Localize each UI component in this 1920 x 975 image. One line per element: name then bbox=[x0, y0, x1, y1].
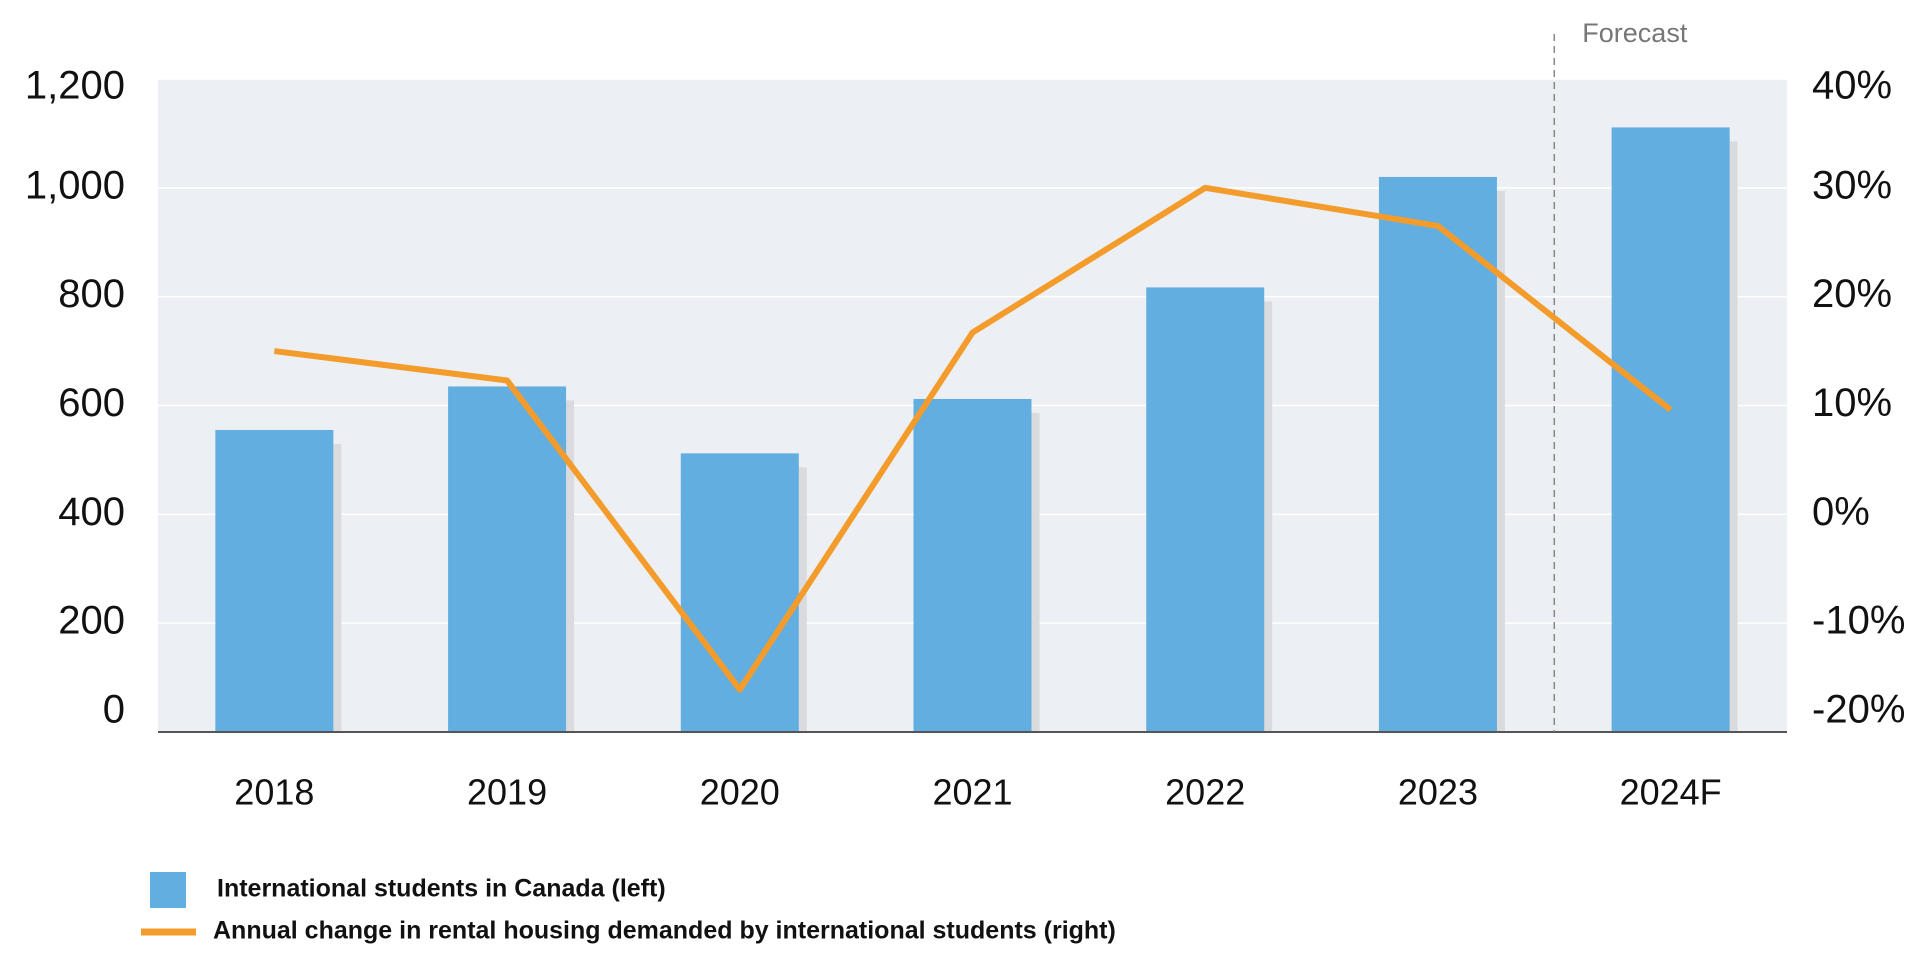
bar bbox=[1378, 176, 1497, 732]
line bbox=[273, 184, 1673, 693]
y-tick-label: 800 bbox=[58, 272, 125, 316]
legend-label: Annual change in rental housing demanded… bbox=[213, 917, 1116, 945]
y-tick-label: 600 bbox=[58, 381, 125, 425]
y2-tick-label: 10% bbox=[1812, 381, 1892, 425]
y-tick-label: 400 bbox=[58, 490, 125, 534]
x-tick-label: 2020 bbox=[700, 772, 780, 813]
bar bbox=[448, 386, 567, 732]
x-tick-label: 2018 bbox=[234, 772, 314, 813]
y2-tick-label: 30% bbox=[1812, 163, 1892, 207]
forecast-label: Forecast bbox=[1582, 18, 1688, 48]
y-tick-label: 1,200 bbox=[25, 64, 125, 108]
bar bbox=[913, 398, 1032, 732]
y2-tick-label: -20% bbox=[1812, 688, 1905, 732]
x-tick-label: 2023 bbox=[1398, 772, 1478, 813]
y2-tick-label: -10% bbox=[1812, 599, 1905, 643]
y-tick-label: 200 bbox=[58, 599, 125, 643]
x-tick-label: 2021 bbox=[932, 772, 1012, 813]
y2-tick-label: 40% bbox=[1812, 64, 1892, 108]
x-tick-label: 2024F bbox=[1620, 772, 1722, 813]
x-tick-label: 2019 bbox=[467, 772, 547, 813]
legend-swatch bbox=[150, 872, 186, 908]
y-tick-label: 0 bbox=[103, 688, 125, 732]
bar bbox=[1611, 127, 1730, 732]
y2-tick-label: 0% bbox=[1812, 490, 1870, 534]
legend-label: International students in Canada (left) bbox=[217, 875, 666, 903]
bar bbox=[215, 429, 334, 732]
y-tick-label: 1,000 bbox=[25, 163, 125, 207]
x-tick-label: 2022 bbox=[1165, 772, 1245, 813]
bar bbox=[1146, 287, 1265, 732]
y2-tick-label: 20% bbox=[1812, 272, 1892, 316]
